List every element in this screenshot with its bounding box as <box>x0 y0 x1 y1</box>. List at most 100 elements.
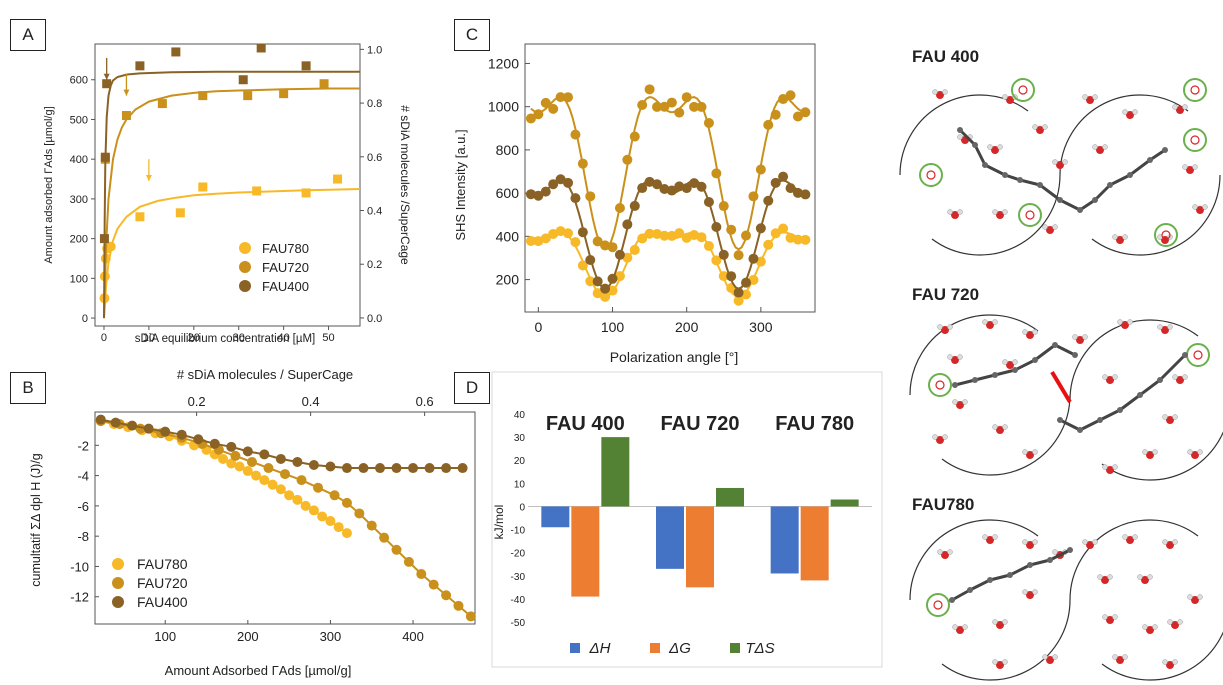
water-hydrogen <box>1112 464 1118 470</box>
chart-a: sDiA equilibrium concentration [µM] Amou… <box>43 43 412 345</box>
water-oxygen <box>986 321 994 329</box>
chart-c-ytick-label: 200 <box>496 272 520 288</box>
chart-a-point-fau720 <box>243 91 253 101</box>
chart-a-xtick-label: 40 <box>278 332 290 344</box>
chart-b-ytick-label: -6 <box>77 499 89 514</box>
chart-d-legend-swatch <box>650 643 660 653</box>
chart-b-x2tick-label: 0.2 <box>188 394 206 409</box>
dye-atom <box>1182 352 1188 358</box>
water-hydrogen <box>1022 589 1028 595</box>
chart-c-point-fau400 <box>696 181 707 192</box>
water-hydrogen <box>1122 234 1128 240</box>
chart-c-point-fau780 <box>644 228 655 239</box>
water-hydrogen <box>1112 374 1118 380</box>
chart-c-point-fau400 <box>525 189 536 200</box>
water-hydrogen <box>982 319 988 325</box>
water-hydrogen <box>1042 654 1048 660</box>
chart-c-point-fau400 <box>711 222 722 233</box>
water-oxygen <box>986 536 994 544</box>
chart-a-arrow-head <box>103 73 110 80</box>
chart-c-point-fau400 <box>629 200 640 211</box>
water-hydrogen <box>1127 319 1133 325</box>
chart-c-point-fau780 <box>800 234 811 245</box>
chart-c-point-fau720 <box>563 92 574 103</box>
water-oxygen <box>991 146 999 154</box>
dye-atom <box>1007 572 1013 578</box>
chart-c-point-fau780 <box>600 291 611 302</box>
chart-a-fit-fau720 <box>103 87 360 319</box>
water-oxygen <box>996 661 1004 669</box>
chart-a-point-fau780 <box>135 212 145 222</box>
chart-d-bar-dh <box>541 506 570 528</box>
panel-label-b: B <box>10 372 46 404</box>
water-oxygen <box>1026 591 1034 599</box>
chart-c-frame <box>524 43 816 313</box>
chart-d-bar-tds <box>830 499 859 507</box>
water-hydrogen <box>1132 109 1138 115</box>
chart-d-ytick-label: -20 <box>511 549 526 560</box>
chart-a-ytick-label: 600 <box>70 75 88 87</box>
chart-c-point-fau780 <box>563 228 574 239</box>
water-hydrogen <box>1182 374 1188 380</box>
chart-a-y2tick-label: 0.4 <box>367 206 382 218</box>
chart-c-point-fau780 <box>711 255 722 266</box>
chart-c-point-fau720 <box>629 131 640 142</box>
chart-c-point-fau400 <box>763 195 774 206</box>
chart-a-point-fau720 <box>319 79 329 89</box>
water-hydrogen <box>992 659 998 665</box>
silanol-oxygen <box>1025 210 1035 220</box>
chart-b-point-fau720 <box>453 600 464 611</box>
chart-d-bar-tds <box>716 487 744 507</box>
chart-c-point-fau780 <box>525 235 536 246</box>
chart-a-legend: FAU780 FAU720 FAU400 <box>239 241 309 294</box>
chart-c-point-fau780 <box>703 241 714 252</box>
chart-b-point-fau400 <box>176 429 187 440</box>
chart-c-point-fau720 <box>741 230 752 241</box>
chart-a-point-fau400 <box>100 152 110 162</box>
water-hydrogen <box>1022 449 1028 455</box>
water-hydrogen <box>1112 234 1118 240</box>
cage-arc <box>909 519 1039 601</box>
chart-c-point-fau720 <box>540 97 551 108</box>
chart-d-frame <box>491 371 883 668</box>
water-oxygen <box>1101 576 1109 584</box>
water-hydrogen <box>1002 424 1008 430</box>
water-oxygen <box>1026 451 1034 459</box>
chart-b-point-fau400 <box>259 449 270 460</box>
chart-b-xtick-label: 100 <box>154 629 176 644</box>
water-hydrogen <box>987 144 993 150</box>
water-hydrogen <box>1122 534 1128 540</box>
water-hydrogen <box>1092 94 1098 100</box>
water-hydrogen <box>992 319 998 325</box>
chart-b-point-fau780 <box>275 484 286 495</box>
silanol-site <box>1186 343 1210 367</box>
chart-c-point-fau720 <box>525 113 536 124</box>
water-oxygen <box>1186 166 1194 174</box>
chart-b-point-fau780 <box>267 479 278 490</box>
water-oxygen <box>1116 236 1124 244</box>
chart-c-point-fau400 <box>800 189 811 200</box>
water-hydrogen <box>947 354 953 360</box>
chart-b-ytick-label: -8 <box>77 529 89 544</box>
chart-b-point-fau780 <box>333 522 344 533</box>
chart-b-point-fau780 <box>341 528 352 539</box>
chart-c-point-fau400 <box>681 183 692 194</box>
water-hydrogen <box>997 144 1003 150</box>
chart-c-ytick-label: 1200 <box>488 55 519 71</box>
water-hydrogen <box>1032 539 1038 545</box>
water-hydrogen <box>1002 619 1008 625</box>
chart-b-frame <box>94 411 476 625</box>
water-hydrogen <box>1022 329 1028 335</box>
water-hydrogen <box>1152 624 1158 630</box>
chart-a-point-fau400 <box>256 43 266 53</box>
water-hydrogen <box>937 324 943 330</box>
chart-a-y2tick-label: 1.0 <box>367 44 382 56</box>
chart-c-point-fau720 <box>674 107 685 118</box>
water-hydrogen <box>1082 94 1088 100</box>
chart-c-xlabel: Polarization angle [°] <box>610 349 739 365</box>
water-oxygen <box>996 621 1004 629</box>
chart-a-point-fau780 <box>333 174 343 184</box>
chart-b-point-fau400 <box>441 463 452 474</box>
water-hydrogen <box>1072 334 1078 340</box>
chart-c-xtick-label: 100 <box>601 319 625 335</box>
